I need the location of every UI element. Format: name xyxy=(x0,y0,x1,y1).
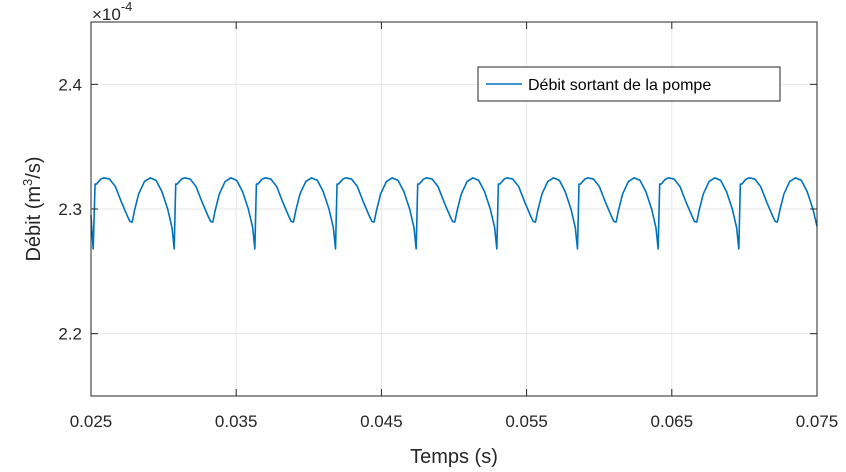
legend-box xyxy=(477,66,781,102)
ticks: 0.025 0.035 0.045 0.055 0.065 0.075 2.2 2.3 2.4 xyxy=(58,22,838,431)
y-axis-label: Débit (m3/s) xyxy=(20,156,45,261)
y-axis-label-superscript: 3 xyxy=(20,179,35,186)
x-tick-label: 0.045 xyxy=(360,412,403,431)
x-tick-label: 0.065 xyxy=(651,412,694,431)
y-tick-label: 2.2 xyxy=(58,325,82,344)
x-axis-label: Temps (s) xyxy=(410,446,498,468)
legend: Débit sortant de la pompe xyxy=(477,66,781,102)
x-tick-label: 0.035 xyxy=(215,412,258,431)
y-multiplier: ×10-4 xyxy=(92,0,132,24)
y-axis-label-tail: /s) xyxy=(23,156,45,178)
series-line-debit-sortant xyxy=(90,177,818,250)
x-tick-label: 0.055 xyxy=(505,412,548,431)
legend-label: Débit sortant de la pompe xyxy=(528,77,711,94)
y-multiplier-base: ×10 xyxy=(92,5,121,24)
series-layer xyxy=(90,177,818,250)
x-tick-label: 0.025 xyxy=(70,412,113,431)
y-tick-label: 2.4 xyxy=(58,75,82,94)
y-tick-label: 2.3 xyxy=(58,200,82,219)
y-multiplier-exponent: -4 xyxy=(121,0,133,14)
x-tick-label: 0.075 xyxy=(796,412,839,431)
y-axis-label-main: Débit (m xyxy=(23,186,45,262)
